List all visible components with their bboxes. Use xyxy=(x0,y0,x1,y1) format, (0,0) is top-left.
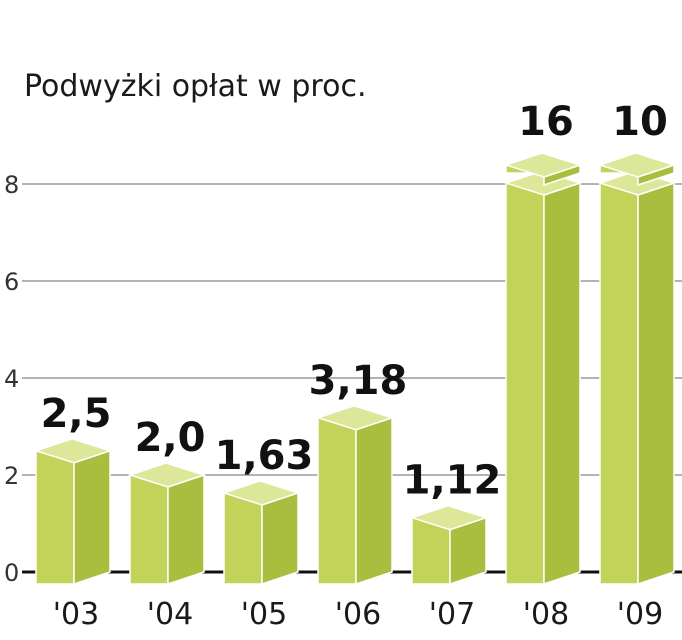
bar-front xyxy=(35,450,75,585)
data-label: 3,18 xyxy=(309,358,408,404)
x-axis-ticks: '03 '04 '05 '06 '07 '08 '09 xyxy=(53,597,663,632)
x-tick-label: '08 xyxy=(523,597,569,632)
y-tick-label: 2 xyxy=(4,462,19,490)
bar-front xyxy=(129,474,169,585)
data-label: 16 xyxy=(518,99,574,145)
bar xyxy=(315,404,395,586)
bar-front xyxy=(505,182,545,585)
x-tick-label: '03 xyxy=(53,597,99,632)
bar-side xyxy=(167,473,205,586)
x-tick-label: '09 xyxy=(617,597,663,632)
x-tick-label: '05 xyxy=(241,597,287,632)
bar-cap-top xyxy=(503,152,583,178)
data-label: 1,12 xyxy=(403,458,502,504)
bar-side xyxy=(543,181,581,586)
bar-top xyxy=(315,404,395,431)
data-label: 2,0 xyxy=(135,415,206,461)
bar-side xyxy=(637,181,675,586)
bar xyxy=(33,437,113,586)
x-tick-label: '06 xyxy=(335,597,381,632)
bar xyxy=(127,462,207,586)
chart-title: Podwyżki opłat w proc. xyxy=(24,69,366,104)
bar-top-break xyxy=(503,170,583,196)
y-tick-label: 6 xyxy=(4,268,19,296)
bar-top-break xyxy=(597,170,677,196)
bar-side xyxy=(355,416,393,586)
bar-side xyxy=(73,449,111,586)
bar-cap-top xyxy=(597,152,677,178)
bar xyxy=(221,480,301,586)
bar xyxy=(597,152,677,586)
bar-front xyxy=(599,182,639,585)
y-tick-label: 0 xyxy=(4,559,19,587)
bar-front xyxy=(223,492,263,585)
bar-side xyxy=(261,491,299,586)
x-tick-label: '04 xyxy=(147,597,193,632)
bar-top xyxy=(33,437,113,464)
bar xyxy=(409,504,489,586)
y-tick-label: 4 xyxy=(4,365,19,393)
data-labels: 2,5 2,0 1,63 3,18 1,12 16 10 xyxy=(41,99,668,504)
x-tick-label: '07 xyxy=(429,597,475,632)
data-label: 2,5 xyxy=(41,391,112,437)
bar-top xyxy=(409,504,489,531)
bar-top xyxy=(127,462,207,488)
bar-top xyxy=(221,480,301,506)
bars xyxy=(33,152,677,586)
bar xyxy=(503,152,583,586)
bar-front xyxy=(317,417,357,585)
data-label: 1,63 xyxy=(215,433,314,479)
y-axis-ticks: 0 2 4 6 8 xyxy=(4,171,19,587)
data-label: 10 xyxy=(612,99,668,145)
y-tick-label: 8 xyxy=(4,171,19,199)
